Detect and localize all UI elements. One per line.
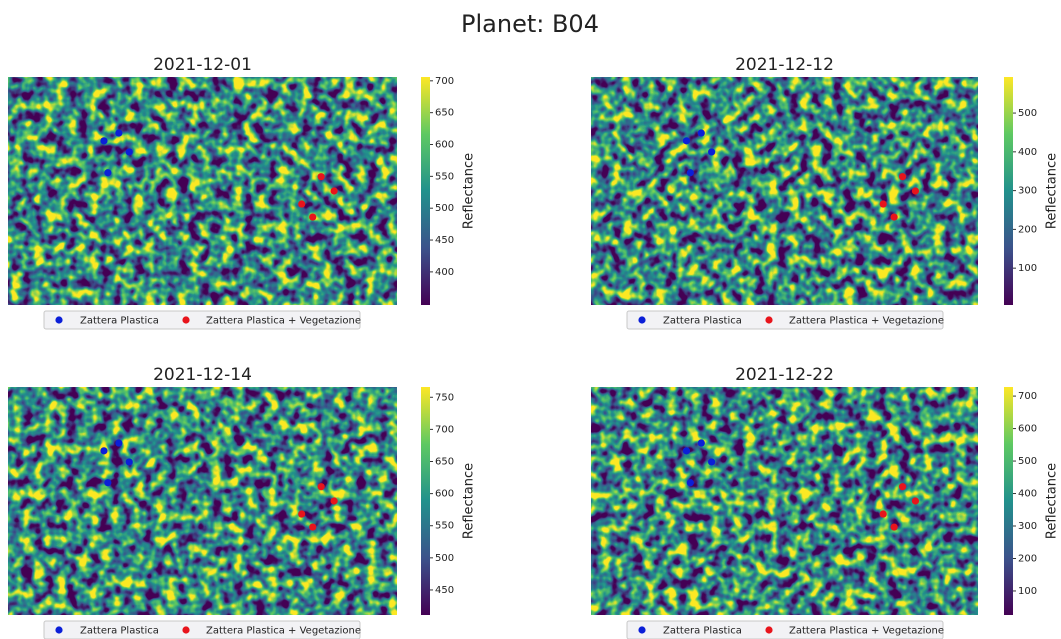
- point: [309, 523, 317, 531]
- legend-label: Zattera Plastica: [663, 626, 742, 637]
- legend-marker: [182, 626, 190, 634]
- raster-image: [591, 387, 978, 615]
- raster-image: [591, 77, 978, 305]
- colorbar: [421, 77, 430, 305]
- legend-marker: [55, 626, 63, 634]
- colorbar-tick-label: 100: [1018, 586, 1037, 597]
- legend-marker: [55, 316, 63, 324]
- colorbar-tick-label: 300: [1018, 186, 1037, 197]
- colorbar-tick-label: 400: [435, 267, 454, 278]
- point: [879, 510, 887, 518]
- legend-box: [43, 310, 361, 330]
- panel-title: 2021-12-01: [153, 55, 252, 75]
- colorbar-tick-label: 650: [435, 457, 454, 468]
- colorbar-tick-label: 700: [435, 76, 454, 87]
- figure-title: Planet: B04: [461, 10, 599, 38]
- legend-label: Zattera Plastica: [80, 626, 159, 637]
- point: [708, 458, 716, 466]
- point: [890, 213, 898, 221]
- colorbar-label: Reflectance: [462, 153, 477, 229]
- point: [298, 200, 306, 208]
- legend-box: [626, 620, 944, 639]
- point: [100, 447, 108, 455]
- colorbar-label: Reflectance: [1045, 463, 1060, 539]
- point: [697, 439, 705, 447]
- legend-marker: [638, 316, 646, 324]
- point: [879, 200, 887, 208]
- point: [100, 137, 108, 145]
- colorbar-tick-label: 300: [1018, 521, 1037, 532]
- colorbar-tick-label: 200: [1018, 224, 1037, 235]
- colorbar-tick-label: 600: [435, 140, 454, 151]
- colorbar-label: Reflectance: [462, 463, 477, 539]
- colorbar-tick-label: 450: [435, 235, 454, 246]
- point: [890, 523, 898, 531]
- point: [104, 169, 112, 177]
- point: [298, 510, 306, 518]
- legend-label: Zattera Plastica: [663, 316, 742, 327]
- colorbar-tick-label: 400: [1018, 147, 1037, 158]
- point: [115, 439, 123, 447]
- colorbar: [1004, 77, 1013, 305]
- colorbar-tick-label: 600: [1018, 424, 1037, 435]
- panel-title: 2021-12-12: [735, 55, 834, 75]
- point: [309, 213, 317, 221]
- point: [898, 483, 907, 491]
- point: [330, 187, 338, 195]
- legend-label: Zattera Plastica: [80, 316, 159, 327]
- point: [682, 137, 691, 145]
- colorbar-tick-label: 600: [435, 489, 454, 500]
- point: [898, 173, 907, 181]
- colorbar-tick-label: 400: [1018, 489, 1037, 500]
- colorbar-tick-label: 500: [1018, 456, 1037, 467]
- legend-label: Zattera Plastica + Vegetazione: [206, 626, 361, 637]
- colorbar-tick-label: 700: [435, 424, 454, 435]
- point: [708, 148, 716, 156]
- legend-marker: [765, 316, 773, 324]
- colorbar-tick-label: 450: [435, 585, 454, 596]
- legend-marker: [765, 626, 773, 634]
- point: [125, 458, 133, 466]
- legend-box: [626, 310, 944, 330]
- legend-marker: [638, 626, 646, 634]
- legend-label: Zattera Plastica + Vegetazione: [789, 626, 944, 637]
- colorbar-tick-label: 500: [435, 203, 454, 214]
- point: [125, 148, 133, 156]
- colorbar-tick-label: 550: [435, 521, 454, 532]
- legend-marker: [182, 316, 190, 324]
- point: [686, 479, 694, 487]
- colorbar-tick-label: 750: [435, 392, 454, 403]
- point: [330, 497, 338, 505]
- legend-box: [43, 620, 361, 639]
- colorbar: [421, 387, 430, 615]
- colorbar-tick-label: 650: [435, 108, 454, 119]
- colorbar-label: Reflectance: [1045, 153, 1060, 229]
- colorbar-tick-label: 500: [1018, 108, 1037, 119]
- point: [682, 447, 691, 455]
- panel-title: 2021-12-22: [735, 365, 834, 385]
- colorbar-tick-label: 500: [435, 553, 454, 564]
- raster-image: [8, 387, 397, 615]
- point: [317, 483, 325, 491]
- point: [686, 169, 694, 177]
- colorbar: [1004, 387, 1013, 615]
- point: [911, 187, 920, 195]
- legend-label: Zattera Plastica + Vegetazione: [206, 316, 361, 327]
- colorbar-tick-label: 100: [1018, 263, 1037, 274]
- point: [697, 129, 705, 137]
- point: [104, 479, 112, 487]
- panel-title: 2021-12-14: [153, 365, 252, 385]
- legend-label: Zattera Plastica + Vegetazione: [789, 316, 944, 327]
- raster-image: [8, 77, 397, 305]
- colorbar-tick-label: 200: [1018, 553, 1037, 564]
- point: [115, 129, 123, 137]
- colorbar-tick-label: 700: [1018, 391, 1037, 402]
- point: [911, 497, 920, 505]
- colorbar-tick-label: 550: [435, 171, 454, 182]
- point: [317, 173, 325, 181]
